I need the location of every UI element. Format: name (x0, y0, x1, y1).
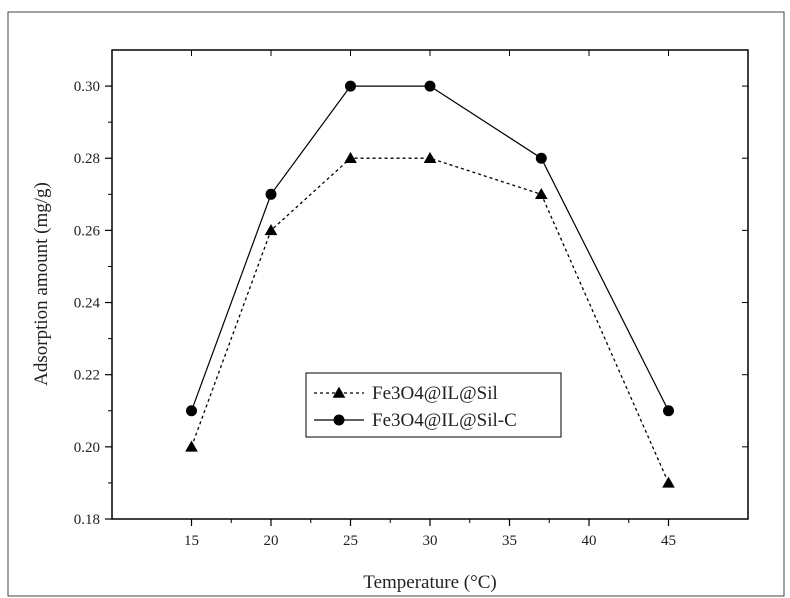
data-point (264, 224, 278, 236)
x-tick-label: 20 (264, 533, 279, 549)
data-point (344, 151, 357, 163)
y-tick-label: 0.18 (74, 512, 100, 528)
x-tick-label: 35 (502, 533, 517, 549)
data-point (185, 440, 198, 452)
legend-label: Fe3O4@IL@Sil-C (372, 410, 517, 431)
legend-item-1: Fe3O4@IL@Sil (314, 383, 498, 404)
x-tick-label: 15 (184, 533, 199, 549)
data-point (265, 188, 277, 200)
x-tick-label: 40 (582, 533, 597, 549)
y-tick-label: 0.22 (74, 368, 100, 384)
y-tick-label: 0.24 (74, 296, 101, 312)
legend-box (305, 372, 562, 438)
x-tick-label: 25 (343, 533, 358, 549)
y-tick-label: 0.30 (74, 79, 100, 95)
data-point (345, 80, 356, 92)
series-layer (185, 80, 675, 488)
figure-frame (7, 11, 785, 597)
y-tick-label: 0.26 (74, 223, 101, 239)
series-line (190, 85, 670, 412)
data-point (423, 151, 437, 163)
data-point (534, 187, 548, 200)
plot-area (111, 49, 749, 520)
data-point (424, 80, 436, 92)
legend-marker (332, 386, 346, 398)
legend-label: Fe3O4@IL@Sil (372, 383, 498, 404)
x-axis: 15 20 25 30 35 40 45 (184, 50, 676, 549)
data-point (535, 152, 547, 164)
series-2 (186, 80, 674, 417)
x-tick-label: 45 (661, 533, 676, 549)
x-tick-label: 30 (423, 533, 438, 549)
data-point (662, 476, 675, 488)
data-point (186, 405, 197, 417)
y-tick-label: 0.28 (74, 151, 100, 167)
legend-marker (333, 414, 345, 426)
x-axis-title: Temperature (°C) (363, 572, 496, 593)
y-axis-title: Adsorption amount (mg/g) (31, 182, 52, 386)
y-tick-label: 0.20 (74, 440, 100, 456)
y-axis: 0.18 0.20 0.22 0.24 0.26 0.28 0.30 (74, 79, 748, 528)
series-1 (185, 151, 675, 488)
data-point (663, 405, 674, 417)
legend: Fe3O4@IL@Sil Fe3O4@IL@Sil-C (305, 372, 562, 438)
legend-item-2: Fe3O4@IL@Sil-C (314, 410, 517, 431)
series-line (190, 157, 670, 484)
